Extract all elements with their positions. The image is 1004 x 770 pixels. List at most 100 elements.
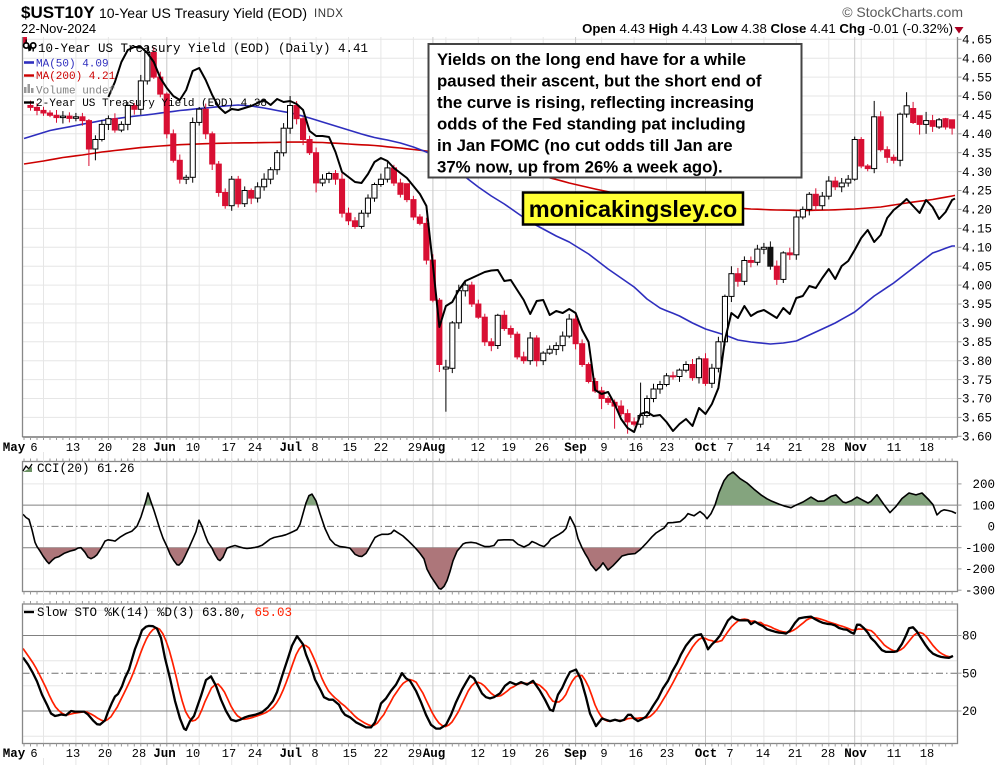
- svg-text:Jun: Jun: [153, 441, 176, 455]
- svg-text:Sep: Sep: [564, 747, 587, 761]
- svg-text:4.35: 4.35: [962, 147, 992, 161]
- svg-text:Slow STO %K(14) %D(3) 63.80, 6: Slow STO %K(14) %D(3) 63.80, 65.03: [37, 606, 292, 620]
- svg-text:17: 17: [222, 747, 236, 761]
- svg-text:20: 20: [98, 441, 112, 455]
- svg-text:4.65: 4.65: [962, 34, 992, 48]
- svg-text:4.40: 4.40: [962, 128, 992, 142]
- svg-text:© StockCharts.com: © StockCharts.com: [842, 4, 963, 20]
- svg-text:17: 17: [222, 441, 236, 455]
- svg-text:29: 29: [408, 747, 422, 761]
- svg-text:19: 19: [502, 441, 516, 455]
- svg-text:6: 6: [30, 441, 37, 455]
- svg-text:Nov: Nov: [844, 441, 867, 455]
- svg-text:-200: -200: [965, 563, 995, 577]
- svg-text:paused their ascent, but the s: paused their ascent, but the short end o…: [437, 72, 762, 91]
- svg-text:13: 13: [66, 441, 80, 455]
- svg-text:26: 26: [535, 441, 549, 455]
- svg-text:9: 9: [600, 441, 607, 455]
- svg-text:12: 12: [471, 441, 485, 455]
- svg-text:8: 8: [311, 441, 318, 455]
- svg-text:10: 10: [186, 441, 200, 455]
- svg-text:21: 21: [788, 441, 802, 455]
- svg-text:9: 9: [600, 747, 607, 761]
- svg-text:Jun: Jun: [153, 747, 176, 761]
- svg-text:22: 22: [374, 747, 388, 761]
- svg-text:14: 14: [756, 441, 770, 455]
- svg-text:MA(50) 4.09: MA(50) 4.09: [36, 59, 109, 71]
- svg-text:4.15: 4.15: [962, 223, 992, 237]
- svg-text:50: 50: [962, 667, 977, 681]
- svg-text:Volume undef: Volume undef: [36, 86, 115, 98]
- svg-text:15: 15: [343, 441, 357, 455]
- svg-text:15: 15: [343, 747, 357, 761]
- svg-text:May: May: [3, 747, 26, 761]
- svg-text:Sep: Sep: [564, 441, 587, 455]
- svg-text:10-Year US Treasury Yield (EOD: 10-Year US Treasury Yield (EOD) (Daily) …: [38, 42, 368, 56]
- svg-text:22: 22: [374, 441, 388, 455]
- svg-text:3.60: 3.60: [962, 431, 992, 445]
- svg-text:28: 28: [821, 441, 835, 455]
- svg-text:3.90: 3.90: [962, 317, 992, 331]
- svg-text:18: 18: [920, 747, 934, 761]
- svg-text:Jul: Jul: [280, 747, 303, 761]
- svg-text:21: 21: [788, 747, 802, 761]
- svg-text:3.95: 3.95: [962, 298, 992, 312]
- svg-text:22-Nov-2024: 22-Nov-2024: [21, 21, 96, 36]
- svg-text:12: 12: [471, 747, 485, 761]
- svg-text:3.70: 3.70: [962, 393, 992, 407]
- svg-text:28: 28: [132, 747, 146, 761]
- svg-text:MA(200) 4.21: MA(200) 4.21: [36, 71, 116, 83]
- svg-text:37% now, up from 26% a week ag: 37% now, up from 26% a week ago).: [437, 158, 723, 177]
- svg-text:4.25: 4.25: [962, 185, 992, 199]
- svg-text:14: 14: [756, 747, 770, 761]
- svg-text:Aug: Aug: [423, 747, 446, 761]
- svg-text:23: 23: [660, 747, 674, 761]
- svg-text:100: 100: [972, 499, 995, 513]
- svg-text:11: 11: [887, 441, 901, 455]
- svg-text:4.60: 4.60: [962, 52, 992, 66]
- svg-text:28: 28: [132, 441, 146, 455]
- svg-text:24: 24: [248, 747, 262, 761]
- svg-text:16: 16: [629, 747, 643, 761]
- svg-text:Yields on the long end have fo: Yields on the long end have for a while: [437, 50, 746, 69]
- svg-text:18: 18: [920, 441, 934, 455]
- svg-text:CCI(20) 61.26: CCI(20) 61.26: [37, 462, 135, 476]
- svg-text:3.85: 3.85: [962, 336, 992, 350]
- svg-text:-100: -100: [965, 542, 995, 556]
- svg-text:2-Year US Treasury Yield (EOD): 2-Year US Treasury Yield (EOD) 4.38: [36, 98, 267, 110]
- svg-text:3.65: 3.65: [962, 412, 992, 426]
- svg-text:4.30: 4.30: [962, 166, 992, 180]
- svg-text:3.75: 3.75: [962, 374, 992, 388]
- svg-text:Oct: Oct: [695, 747, 718, 761]
- svg-text:0: 0: [987, 521, 995, 535]
- svg-text:19: 19: [502, 747, 516, 761]
- svg-text:monicakingsley.co: monicakingsley.co: [529, 196, 738, 222]
- svg-text:4.55: 4.55: [962, 71, 992, 85]
- svg-text:20: 20: [98, 747, 112, 761]
- svg-text:24: 24: [248, 441, 262, 455]
- svg-text:3.80: 3.80: [962, 355, 992, 369]
- svg-text:7: 7: [726, 441, 733, 455]
- svg-text:$UST10Y: $UST10Y: [21, 3, 95, 22]
- svg-text:Oct: Oct: [695, 441, 718, 455]
- svg-text:28: 28: [821, 747, 835, 761]
- svg-text:-300: -300: [965, 584, 995, 598]
- svg-text:200: 200: [972, 478, 995, 492]
- svg-text:10-Year US Treasury Yield (EOD: 10-Year US Treasury Yield (EOD): [99, 5, 307, 21]
- svg-text:the curve is rising, reflectin: the curve is rising, reflecting increasi…: [437, 93, 754, 112]
- svg-text:odds of the Fed standing pat i: odds of the Fed standing pat including: [437, 115, 746, 134]
- svg-text:10: 10: [186, 747, 200, 761]
- svg-text:23: 23: [660, 441, 674, 455]
- svg-text:4.10: 4.10: [962, 242, 992, 256]
- svg-text:16: 16: [629, 441, 643, 455]
- svg-text:Open 4.43 High 4.43 Low 4.38 C: Open 4.43 High 4.43 Low 4.38 Close 4.41 …: [582, 21, 953, 36]
- svg-text:11: 11: [887, 747, 901, 761]
- svg-text:Jul: Jul: [280, 441, 303, 455]
- svg-text:4.00: 4.00: [962, 279, 992, 293]
- svg-text:8: 8: [311, 747, 318, 761]
- svg-text:7: 7: [726, 747, 733, 761]
- svg-text:4.20: 4.20: [962, 204, 992, 218]
- svg-text:26: 26: [535, 747, 549, 761]
- svg-text:Nov: Nov: [844, 747, 867, 761]
- svg-text:4.45: 4.45: [962, 109, 992, 123]
